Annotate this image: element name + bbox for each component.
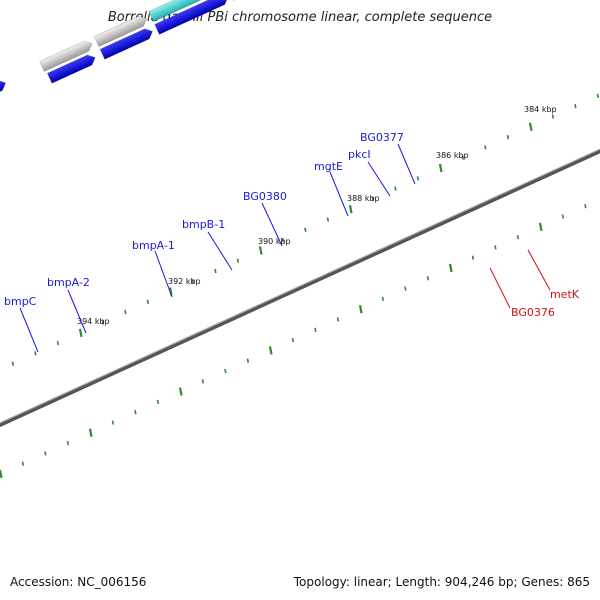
tick-mark <box>528 122 533 132</box>
gene-feature[interactable] <box>0 78 8 105</box>
tick-mark <box>336 317 340 322</box>
tick-mark <box>66 440 70 446</box>
tick-mark <box>416 176 420 181</box>
ruler-label: 384 kbp <box>524 105 557 114</box>
tick-mark <box>404 286 407 291</box>
gene-feature[interactable] <box>46 53 97 84</box>
tick-mark <box>596 93 600 99</box>
gene-feature[interactable] <box>39 39 95 72</box>
tick-mark <box>281 237 285 243</box>
tick-mark <box>56 340 60 346</box>
label-leaders <box>19 143 416 353</box>
tick-mark <box>506 134 510 140</box>
tick-mark <box>78 328 83 338</box>
gene-feature[interactable] <box>154 0 231 35</box>
gene-label-BG0376: BG0376 <box>511 306 555 319</box>
tick-mark <box>304 227 307 232</box>
tick-mark <box>11 361 15 366</box>
gene-feature[interactable] <box>148 0 225 22</box>
tick-mark <box>191 279 195 284</box>
tick-mark <box>448 263 453 273</box>
tick-mark <box>381 296 385 302</box>
gene-label-bmpC: bmpC <box>4 295 37 308</box>
ruler-label: 388 kbp <box>347 194 380 203</box>
tick-mark <box>34 351 37 356</box>
gene-label-metK: metK <box>550 288 580 301</box>
gene-label-pkcI: pkcI <box>348 148 371 161</box>
tick-mark <box>134 410 137 415</box>
tick-mark <box>224 368 227 374</box>
summary-text: Topology: linear; Length: 904,246 bp; Ge… <box>293 575 590 589</box>
tick-mark <box>538 222 543 232</box>
tick-mark <box>484 145 487 150</box>
tick-mark <box>0 469 3 479</box>
tick-mark <box>201 379 205 384</box>
ruler-ticks-upper <box>11 93 600 366</box>
tick-mark <box>178 387 183 396</box>
gene-label-bmpA-1: bmpA-1 <box>132 239 175 252</box>
gene-feature[interactable] <box>99 26 155 60</box>
gene-label-bmpA-2: bmpA-2 <box>47 276 90 289</box>
tick-mark <box>426 276 430 281</box>
gene-label-bmpB-1: bmpB-1 <box>182 218 225 231</box>
ruler-label: 390 kbp <box>258 237 291 246</box>
gene-feature[interactable] <box>93 14 149 47</box>
tick-mark <box>21 461 25 466</box>
tick-mark <box>371 196 375 202</box>
tick-mark <box>124 310 127 315</box>
tick-mark <box>268 346 273 355</box>
tick-mark <box>236 258 240 263</box>
tick-mark <box>246 358 250 363</box>
tick-mark <box>348 204 353 214</box>
tick-mark <box>551 114 555 119</box>
tick-mark <box>258 246 263 255</box>
gene-track <box>0 0 296 105</box>
tick-mark <box>111 420 115 425</box>
tick-mark <box>561 214 565 219</box>
tick-mark <box>438 163 443 173</box>
gene-label-BG0377: BG0377 <box>360 131 404 144</box>
tick-mark <box>461 155 465 160</box>
tick-mark <box>584 204 587 209</box>
tick-mark <box>574 104 577 109</box>
ruler-label: 392 kbp <box>168 277 201 286</box>
ruler-label: 386 kbp <box>436 151 469 160</box>
chromosome-backbone <box>0 148 600 428</box>
tick-mark <box>291 337 295 343</box>
tick-mark <box>326 217 330 222</box>
tick-mark <box>101 320 105 325</box>
tick-mark <box>494 245 497 250</box>
tick-mark <box>156 399 160 405</box>
tick-mark <box>44 451 47 456</box>
tick-mark <box>146 299 150 305</box>
tick-mark <box>471 255 475 260</box>
tick-mark <box>214 268 217 274</box>
ruler-label: 394 kbp <box>77 317 110 326</box>
accession-text: Accession: NC_006156 <box>10 575 147 589</box>
gene-label-mgtE: mgtE <box>314 160 343 173</box>
ruler-ticks-lower <box>0 204 587 479</box>
tick-mark <box>516 234 520 240</box>
tick-mark <box>358 304 363 314</box>
gene-label-BG0380: BG0380 <box>243 190 287 203</box>
tick-mark <box>394 186 397 191</box>
tick-mark <box>88 428 93 438</box>
tick-mark <box>314 327 317 332</box>
